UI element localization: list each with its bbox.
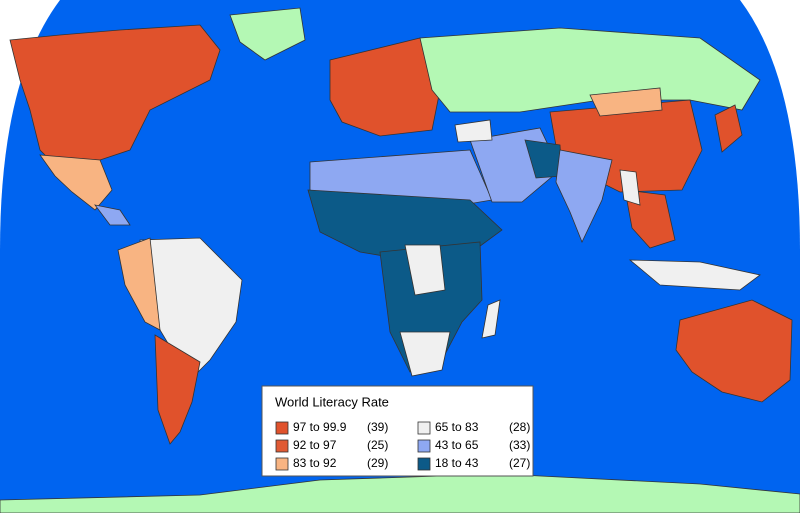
greenland [229,7,306,61]
mongolia [589,87,663,117]
legend-count: (33) [509,438,530,452]
legend-swatch [275,421,289,435]
congo [404,244,446,296]
legend-swatch [417,421,431,435]
australia [675,299,793,403]
legend-count: (29) [367,456,388,470]
legend-count: (28) [509,420,530,434]
legend-title: World Literacy Rate [275,394,389,409]
legend-range: 92 to 97 [293,438,337,452]
legend-swatch [417,457,431,471]
madagascar [481,299,501,339]
legend-range: 97 to 99.9 [293,420,347,434]
japan [714,104,743,153]
legend: World Literacy Rate 97 to 99.9 (39) 92 to … [261,385,534,477]
legend-range: 83 to 92 [293,456,337,470]
south-africa [399,331,451,377]
legend-range: 65 to 83 [435,420,479,434]
land-masses [0,7,800,513]
argentina [154,334,201,445]
andes [117,237,161,331]
legend-count: (39) [367,420,388,434]
legend-swatch [275,457,289,471]
antarctica [0,473,800,513]
legend-box [261,385,534,477]
legend-count: (25) [367,438,388,452]
turkey [454,119,493,143]
legend-range: 43 to 65 [435,438,479,452]
legend-swatch [275,439,289,453]
legend-swatch [417,439,431,453]
legend-range: 18 to 43 [435,456,479,470]
india [555,149,613,243]
north-america [9,24,221,171]
mexico [39,154,113,211]
legend-count: (27) [509,456,530,470]
central-america [94,204,131,226]
myanmar [619,169,641,206]
indonesia [628,259,761,291]
